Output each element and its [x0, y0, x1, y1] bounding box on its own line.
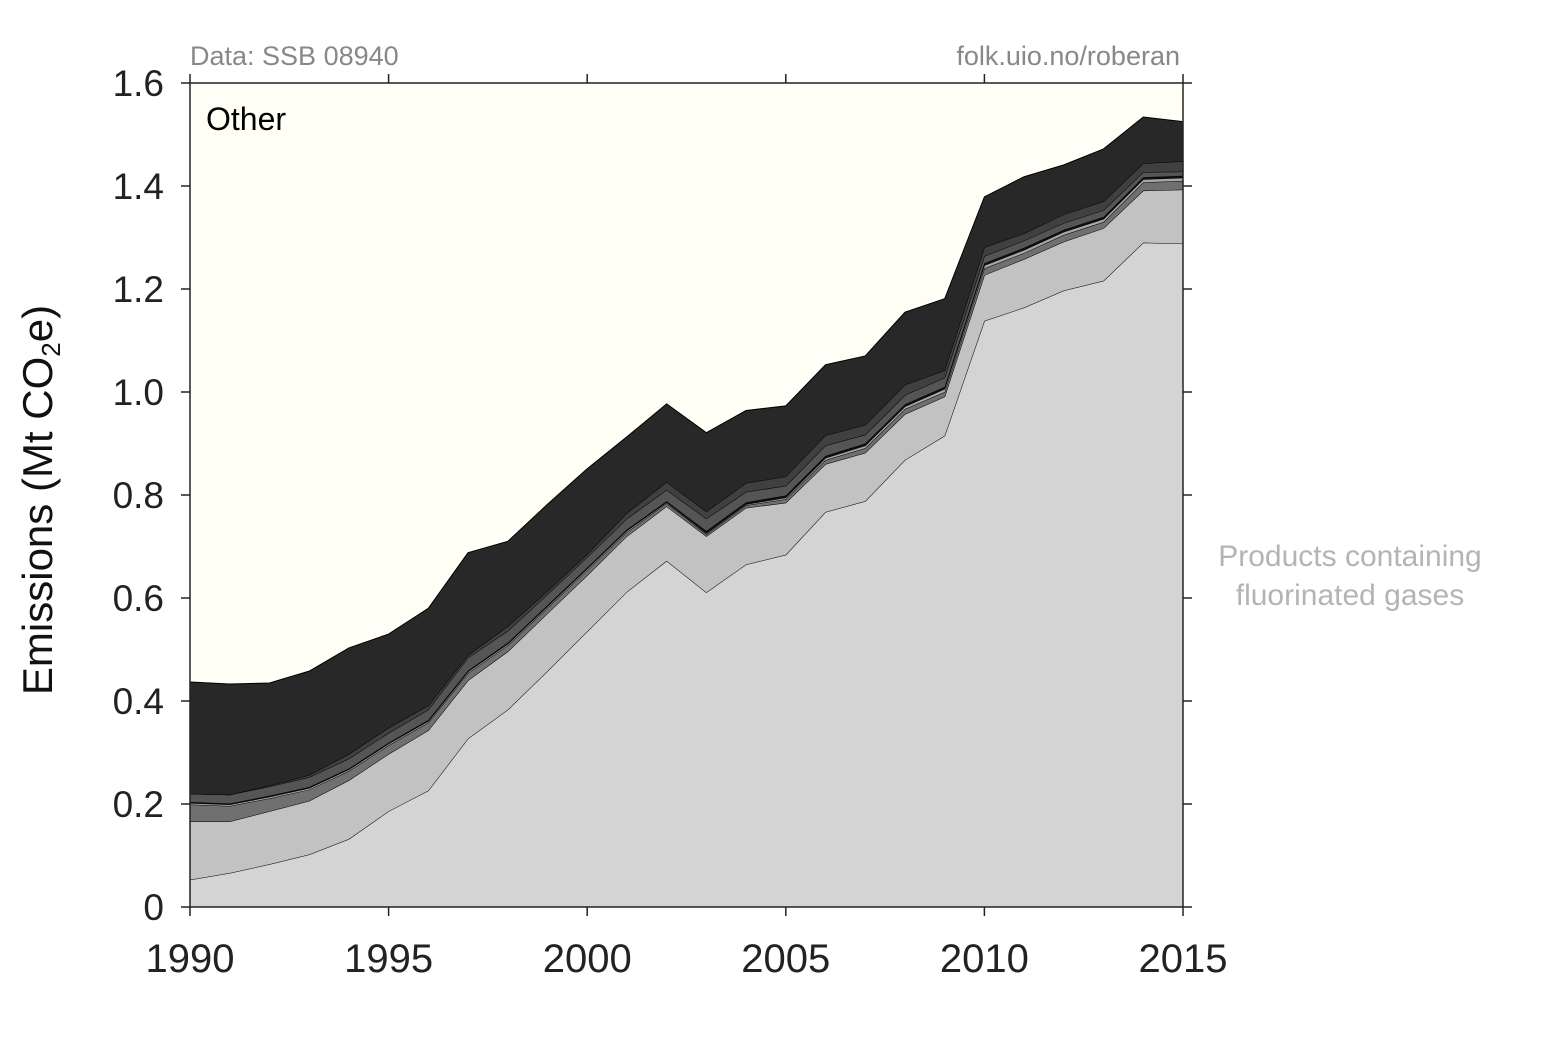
y-tick-label: 1.0	[113, 372, 164, 413]
y-tick-label: 1.6	[113, 63, 164, 104]
side-label-line-1: Products containing	[1218, 540, 1482, 573]
y-axis-label: Emissions (Mt CO2e)	[14, 305, 66, 695]
x-tick-label: 2015	[1139, 937, 1228, 981]
data-source-label: Data: SSB 08940	[190, 41, 399, 71]
y-tick-label: 0.8	[113, 475, 164, 516]
x-tick-label: 2010	[940, 937, 1029, 981]
x-tick-label: 1995	[344, 937, 433, 981]
x-tick-label: 2000	[543, 937, 632, 981]
other-annotation: Other	[206, 101, 286, 137]
axis-ticks: 1990 1995 2000 2005 2010 2015 0 0.2 0.4 0.6 0.8 1.0…	[113, 63, 1228, 981]
y-tick-label: 0.6	[113, 578, 164, 619]
area-layer-8-edge	[189, 116, 1184, 685]
y-tick-label: 0.2	[113, 784, 164, 825]
area-layer-1	[190, 242, 1183, 907]
y-tick-label: 0.4	[113, 681, 164, 722]
author-url-label: folk.uio.no/roberan	[956, 41, 1180, 71]
y-tick-label: 0	[143, 887, 164, 928]
y-tick-label: 1.2	[113, 269, 164, 310]
x-tick-label: 1990	[146, 937, 235, 981]
area-layer-2	[190, 189, 1183, 880]
side-label-line-2: fluorinated gases	[1236, 579, 1465, 612]
y-tick-label: 1.4	[113, 166, 164, 207]
area-layer-8	[190, 116, 1183, 795]
stacked-area-layers	[189, 116, 1184, 907]
x-tick-label: 2005	[741, 937, 830, 981]
